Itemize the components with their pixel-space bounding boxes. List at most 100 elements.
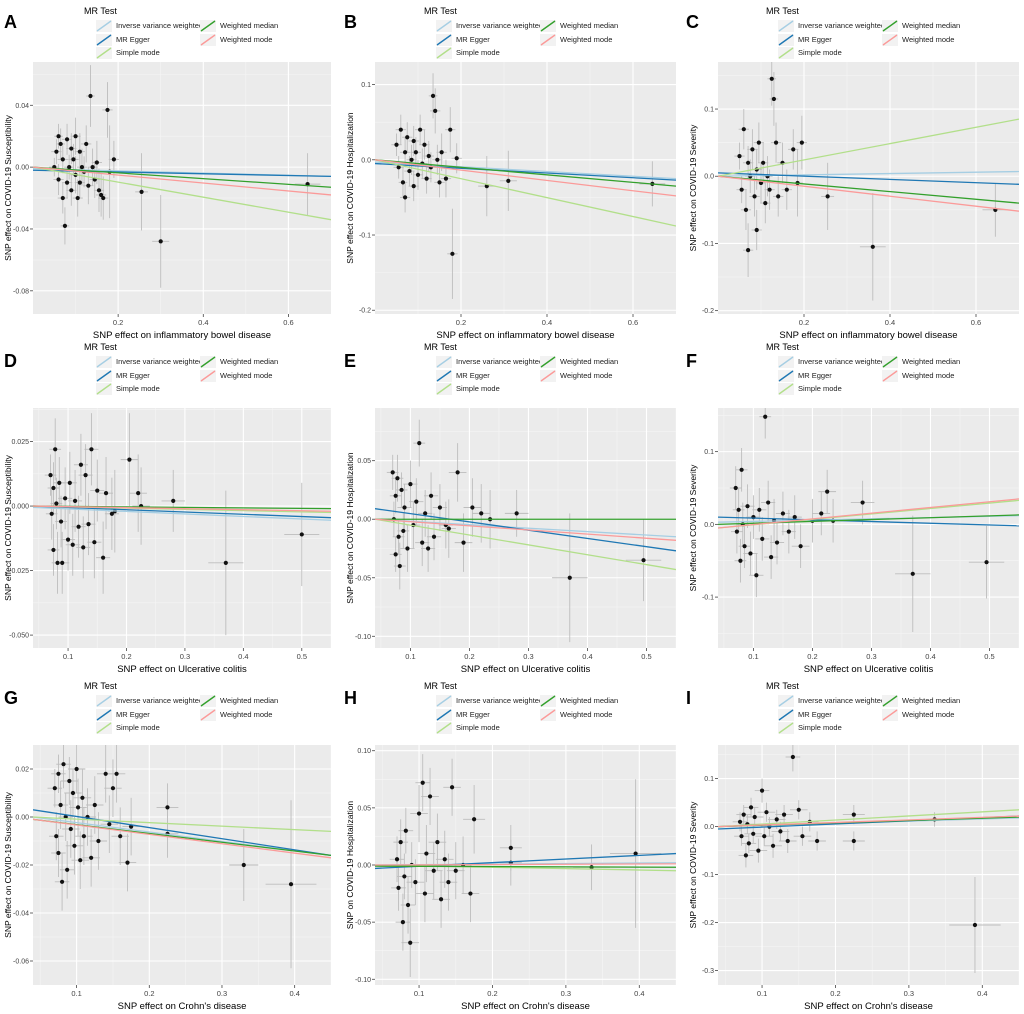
data-point (752, 814, 757, 820)
data-points (732, 745, 1001, 973)
data-point (778, 829, 783, 834)
data-point (825, 194, 830, 199)
data-point (403, 195, 408, 200)
y-tick-label: 0.00 (357, 517, 371, 524)
mr-line (718, 498, 1019, 529)
legend-key-line (778, 709, 794, 721)
data-point (774, 540, 780, 545)
legend-label: Weighted mode (220, 371, 272, 380)
mr-line (718, 175, 1019, 212)
data-point (448, 127, 453, 132)
data-point (390, 470, 395, 475)
legend-title: MR Test (766, 6, 799, 16)
data-point (51, 485, 56, 491)
data-point (431, 534, 437, 539)
mr-lines (33, 505, 331, 521)
legend-label: Weighted median (220, 21, 278, 30)
mr-lines (718, 809, 1019, 830)
legend-label: MR Egger (116, 710, 150, 719)
data-point (71, 157, 76, 162)
panel-letter: B (344, 12, 357, 32)
y-tick-label: 0.1 (704, 107, 714, 114)
gridlines (718, 62, 1019, 314)
data-point (792, 514, 797, 520)
legend-label: Simple mode (116, 723, 160, 732)
data-point (110, 786, 116, 791)
x-tick-label: 0.4 (198, 318, 208, 327)
data-point (786, 529, 791, 534)
data-point (63, 496, 68, 501)
data-point (81, 834, 86, 839)
panel-b: B MR Test Inverse variance weighted MR Egge… (344, 6, 676, 341)
mr-line (33, 505, 331, 512)
data-point (506, 178, 511, 183)
legend-key-line (882, 356, 898, 368)
legend-key-line (882, 709, 898, 721)
data-point (73, 134, 78, 139)
legend-key-line (778, 695, 794, 707)
legend-label: MR Egger (456, 371, 490, 380)
legend-label: Weighted mode (560, 710, 612, 719)
legend-key-line (436, 34, 452, 46)
y-tick-label: -0.050 (9, 633, 29, 640)
data-point (764, 810, 769, 815)
data-point (414, 499, 419, 504)
legend-key-line (96, 20, 112, 32)
data-point (418, 127, 423, 132)
legend-label: Inverse variance weighted (116, 21, 203, 30)
x-tick-label: 0.2 (464, 652, 474, 661)
data-point (62, 223, 68, 228)
data-point (65, 537, 71, 542)
y-axis-title: SNP effect on COVID-19 Severity (688, 464, 698, 592)
x-tick-label: 0.3 (180, 652, 190, 661)
data-point (165, 805, 170, 810)
data-point (815, 838, 820, 844)
data-point (416, 811, 422, 816)
legend: MR Test Inverse variance weighted MR Egger… (84, 6, 278, 59)
legend-title: MR Test (424, 681, 457, 691)
y-tick-label: -0.10 (355, 634, 371, 641)
mr-line (375, 865, 676, 868)
data-point (158, 239, 163, 244)
data-point (101, 195, 106, 201)
axes: 0.2 0.4 0.6 0.04 0.00 -0.04 -0.08 SNP effect on… (3, 103, 294, 341)
y-tick-label: 0.00 (15, 165, 29, 172)
data-point (136, 491, 141, 496)
data-point (860, 500, 865, 505)
x-tick-label: 0.5 (641, 652, 651, 661)
data-point (738, 558, 743, 563)
data-point (430, 93, 436, 98)
mr-line (375, 159, 676, 227)
data-point (426, 153, 431, 159)
data-point (54, 149, 59, 154)
x-tick-label: 0.6 (283, 318, 293, 327)
y-tick-label: -0.1 (702, 595, 714, 602)
data-point (781, 812, 787, 817)
data-point (48, 472, 53, 478)
mr-line (375, 159, 676, 187)
data-point (773, 140, 779, 145)
legend-key-line (436, 356, 452, 368)
legend-key-line (96, 47, 112, 59)
legend-label: Inverse variance weighted (798, 696, 885, 705)
legend-key-line (436, 47, 452, 59)
data-point (127, 457, 132, 462)
data-point (90, 165, 95, 170)
data-point (70, 542, 75, 547)
data-point (746, 248, 751, 253)
mr-line (33, 166, 331, 221)
data-point (401, 528, 406, 534)
legend-key-line (778, 370, 794, 382)
data-point (851, 838, 856, 844)
data-point (69, 146, 74, 151)
mr-line (375, 518, 676, 571)
data-point (103, 491, 109, 496)
data-point (422, 142, 427, 147)
x-tick-label: 0.2 (807, 652, 817, 661)
legend: MR Test Inverse variance weighted MR Egger… (424, 342, 618, 395)
data-points (49, 65, 321, 288)
mr-lines (375, 852, 676, 872)
data-point (77, 149, 82, 154)
mr-line (718, 809, 1019, 828)
